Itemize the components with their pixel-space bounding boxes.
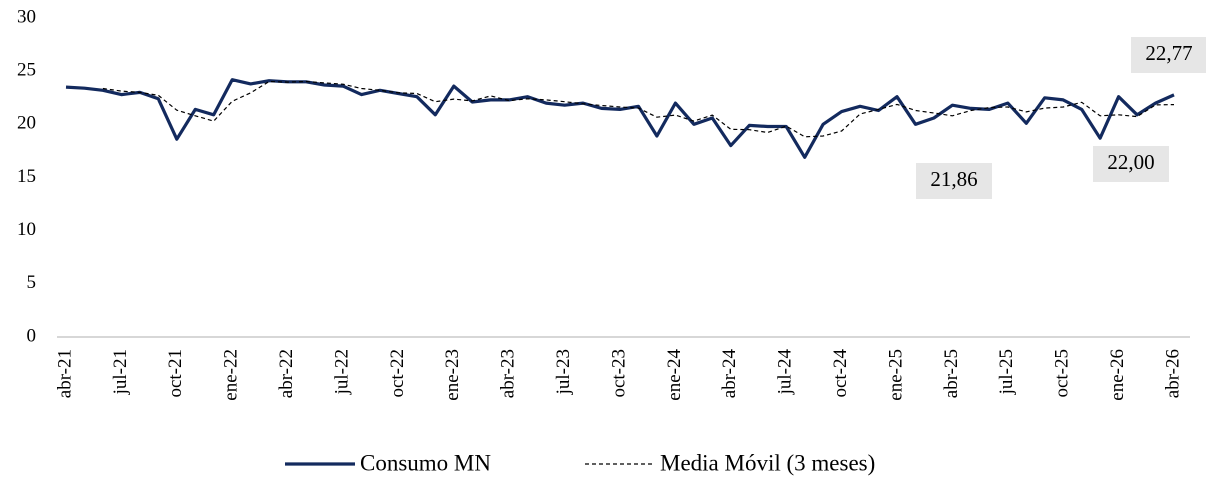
x-tick-label: ene-23 [442,349,463,401]
x-tick-label: oct-24 [830,349,851,398]
x-tick-label: jul-22 [331,349,352,395]
moving-average-line [102,80,1175,138]
y-tick-label: 15 [17,166,36,187]
x-tick-label: abr-26 [1162,349,1183,398]
value-label-box [916,163,992,199]
annotation: 22,00 [1107,150,1154,174]
x-tick-label: oct-25 [1052,349,1073,398]
x-tick-label: abr-23 [498,349,519,398]
x-tick-label: oct-23 [608,349,629,398]
legend-label: Consumo MN [360,450,491,475]
x-tick-label: ene-22 [221,349,242,401]
annotation-box [1093,146,1169,182]
y-tick-label: 20 [17,113,36,134]
value-label-box [1131,37,1206,73]
x-tick-label: ene-25 [885,349,906,401]
x-tick-label: oct-21 [165,349,186,398]
y-tick-label: 30 [17,6,36,27]
x-tick-label: jul-23 [553,349,574,395]
y-tick-label: 25 [17,60,36,81]
x-tick-label: ene-24 [664,349,685,401]
x-tick-label: abr-25 [941,349,962,398]
x-tick-label: jul-24 [775,349,796,396]
x-tick-label: abr-22 [276,349,297,398]
x-tick-label: abr-24 [719,349,740,399]
x-tick-label: jul-25 [996,349,1017,395]
x-tick-label: abr-21 [54,349,75,398]
y-tick-label: 5 [27,272,37,293]
legend-label: Media Móvil (3 meses) [660,450,875,475]
value-label: 21,86 [930,167,977,191]
x-tick-label: oct-22 [387,349,408,398]
x-tick-label: jul-21 [110,349,131,395]
value-label: 22,77 [1145,41,1192,65]
y-tick-label: 10 [17,219,36,240]
series-line [65,78,1175,159]
y-tick-label: 0 [27,325,37,346]
x-tick-label: ene-26 [1107,349,1128,401]
